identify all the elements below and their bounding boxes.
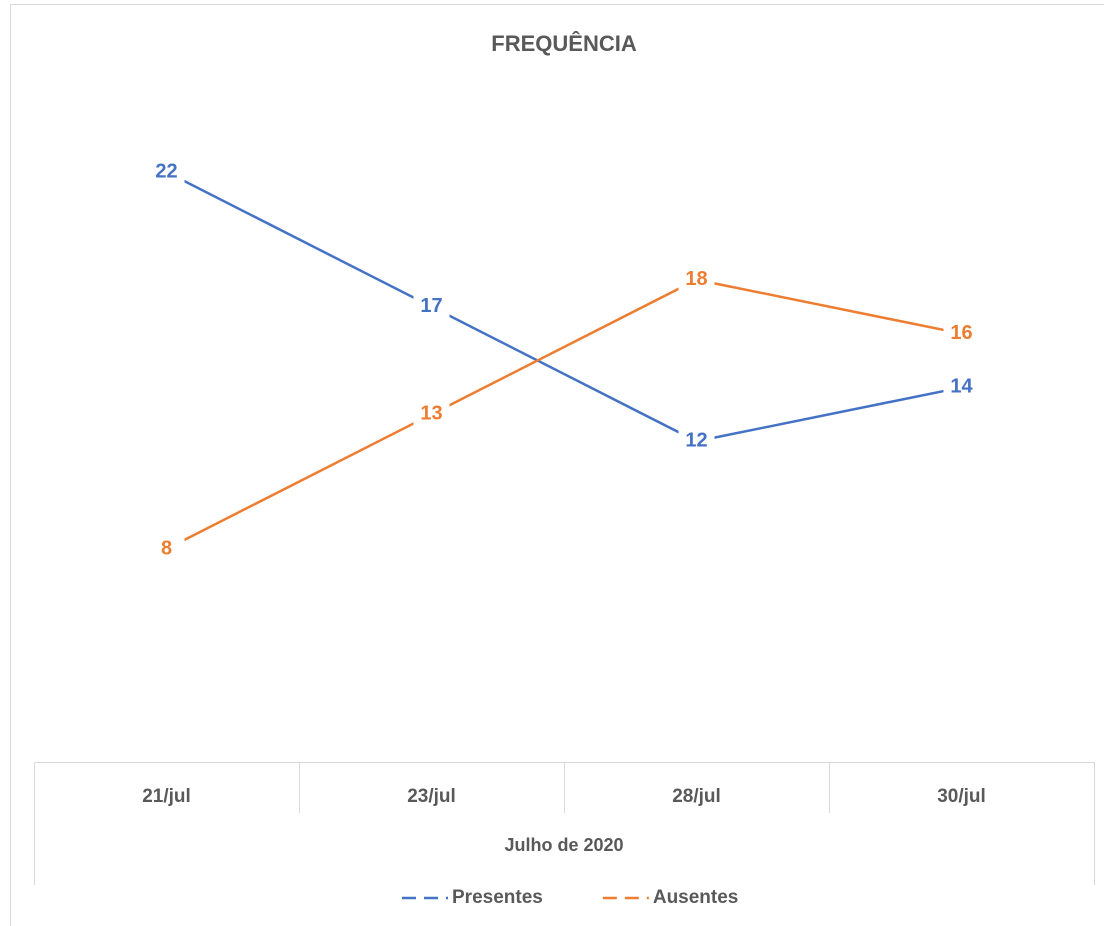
line	[165, 278, 962, 551]
chart-border	[10, 4, 1104, 926]
x-axis-title: Julho de 2020	[504, 835, 623, 855]
legend-label: Ausentes	[653, 887, 739, 908]
data-label: 18	[685, 268, 707, 290]
data-label: 16	[950, 322, 972, 344]
label-bg	[678, 427, 715, 456]
label-bg	[943, 373, 980, 402]
data-label: 12	[685, 430, 707, 452]
x-tick-label: 30/jul	[937, 786, 986, 807]
label-bg	[148, 535, 185, 563]
data-label: 17	[420, 295, 442, 317]
legend-label: Presentes	[452, 887, 543, 908]
x-tick-label: 23/jul	[407, 786, 456, 807]
line	[165, 170, 962, 443]
data-label: 14	[950, 376, 973, 398]
x-tick-label: 28/jul	[672, 786, 721, 807]
x-tick-label: 21/jul	[142, 786, 191, 807]
label-bg	[413, 400, 450, 429]
data-label: 8	[161, 537, 172, 559]
label-bg	[148, 158, 185, 186]
label-bg	[413, 292, 450, 321]
chart-title: FREQUÊNCIA	[491, 31, 637, 56]
label-bg	[678, 265, 715, 294]
data-label: 22	[155, 160, 177, 182]
label-bg	[943, 319, 980, 348]
data-label: 13	[420, 403, 442, 425]
